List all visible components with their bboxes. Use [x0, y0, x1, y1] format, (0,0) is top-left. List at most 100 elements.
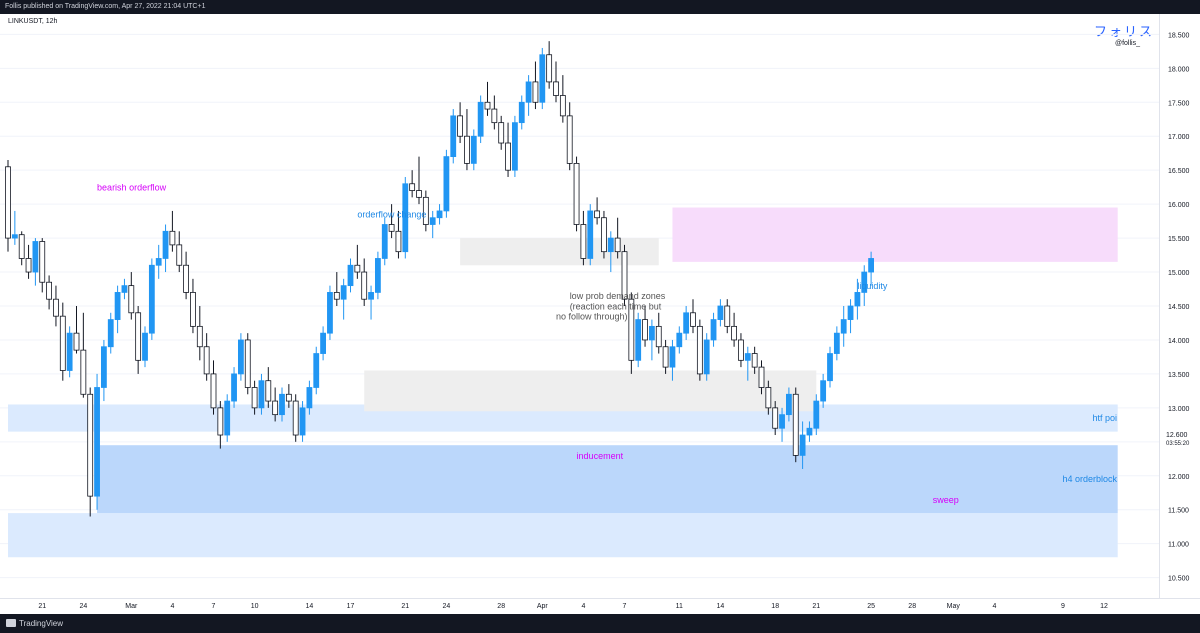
candle-body — [279, 393, 285, 416]
candle-body — [738, 339, 744, 361]
candle-body — [32, 241, 39, 273]
footer-bar — [0, 614, 1200, 633]
tv-logo-icon — [6, 619, 16, 627]
candle-body — [347, 264, 354, 287]
price-tick-label: 12.000 — [1168, 474, 1190, 481]
price-chart[interactable]: htf poi h4 orderblock bearish orderflow ord… — [0, 14, 1200, 614]
published-bar: Follis published on TradingView.com, Apr… — [0, 0, 1200, 14]
candle-body — [5, 166, 11, 239]
chart-annotation: sweep — [933, 495, 959, 505]
candle-body — [587, 210, 594, 259]
current-price-box — [1161, 429, 1197, 448]
time-tick-label: 17 — [347, 603, 355, 610]
candle-body — [80, 349, 87, 395]
time-tick-label: 7 — [212, 603, 216, 610]
tradingview-logo[interactable]: TradingView — [6, 618, 63, 629]
candle-body — [683, 312, 690, 334]
bar-countdown-label: 03:55:20 — [1166, 441, 1190, 447]
candle-body — [443, 156, 450, 212]
candle-body — [210, 373, 217, 409]
chart-annotation: liquidity — [857, 281, 888, 291]
candle-body — [142, 332, 148, 361]
candle-body — [580, 224, 587, 259]
candle-body — [340, 285, 347, 300]
candle-body — [724, 305, 731, 327]
candle-body — [11, 234, 18, 239]
chart-annotation: orderflow change — [357, 210, 426, 220]
zone-rect — [97, 445, 1118, 514]
candle-body — [176, 244, 183, 266]
candle-body — [237, 339, 244, 375]
candle-body — [285, 393, 292, 402]
candle-body — [18, 234, 25, 259]
time-tick-label: 14 — [717, 603, 725, 610]
candle-body — [46, 281, 52, 300]
candle-body — [39, 241, 46, 283]
chart-annotation: low prob demand zones — [570, 291, 666, 301]
candle-body — [505, 142, 511, 171]
candle-body — [649, 325, 655, 341]
candle-body — [327, 292, 333, 334]
time-tick-label: 21 — [812, 603, 820, 610]
candle-body — [162, 230, 169, 259]
candle-body — [614, 237, 621, 253]
candle-body — [457, 115, 464, 137]
candle-body — [601, 217, 607, 253]
candle-body — [450, 115, 457, 158]
price-axis-separator — [1159, 14, 1160, 598]
candle-body — [827, 353, 833, 382]
price-tick-label: 13.000 — [1168, 406, 1190, 413]
price-tick-label: 17.500 — [1168, 100, 1190, 107]
candle-body — [786, 393, 792, 416]
candle-body — [409, 183, 416, 191]
candle-body — [512, 122, 518, 171]
candle-body — [135, 312, 142, 361]
price-tick-label: 11.500 — [1168, 508, 1189, 515]
candle-body — [231, 373, 237, 402]
candle-body — [710, 319, 717, 341]
candle-body — [429, 217, 436, 225]
candle-body — [73, 332, 80, 351]
candle-body — [669, 346, 676, 368]
time-tick-label: 28 — [908, 603, 916, 610]
candle-body — [292, 400, 299, 436]
time-tick-label: 18 — [771, 603, 779, 610]
price-tick-label: 15.000 — [1168, 270, 1190, 277]
candle-body — [484, 101, 491, 110]
candle-body — [265, 380, 272, 402]
time-tick-label: 4 — [992, 603, 996, 610]
candle-body — [744, 353, 751, 361]
candle-body — [25, 258, 32, 273]
candle-body — [94, 387, 100, 497]
time-tick-label: 14 — [306, 603, 314, 610]
time-axis-separator — [0, 598, 1200, 599]
time-tick-label: May — [947, 603, 961, 610]
price-tick-label: 11.000 — [1168, 542, 1189, 549]
candle-body — [861, 271, 868, 293]
candle-body — [717, 305, 724, 320]
candle-body — [470, 135, 477, 164]
candle-body — [662, 346, 669, 368]
candle-body — [251, 387, 258, 409]
zone-label: h4 orderblock — [1062, 474, 1117, 484]
time-tick-label: 24 — [79, 603, 87, 610]
candle-body — [464, 135, 470, 164]
price-tick-label: 10.500 — [1168, 576, 1190, 583]
symbol-label: LINKUSDT, 12h — [8, 18, 58, 25]
candle-body — [553, 81, 559, 96]
candle-body — [258, 380, 265, 409]
candle-body — [217, 407, 224, 436]
candle-body — [751, 353, 758, 368]
author-handle: @follis_ — [1114, 40, 1140, 47]
price-tick-label: 16.000 — [1168, 202, 1190, 209]
price-tick-label: 15.500 — [1168, 236, 1190, 243]
chart-annotation: no follow through) — [556, 312, 628, 322]
candle-body — [224, 400, 231, 436]
candle-body — [128, 285, 135, 314]
candle-body — [573, 162, 580, 225]
candle-body — [121, 285, 128, 293]
chart-annotation: bearish orderflow — [97, 183, 167, 193]
candle-body — [655, 325, 662, 348]
time-tick-label: 25 — [867, 603, 875, 610]
time-tick-label: Apr — [537, 603, 549, 610]
